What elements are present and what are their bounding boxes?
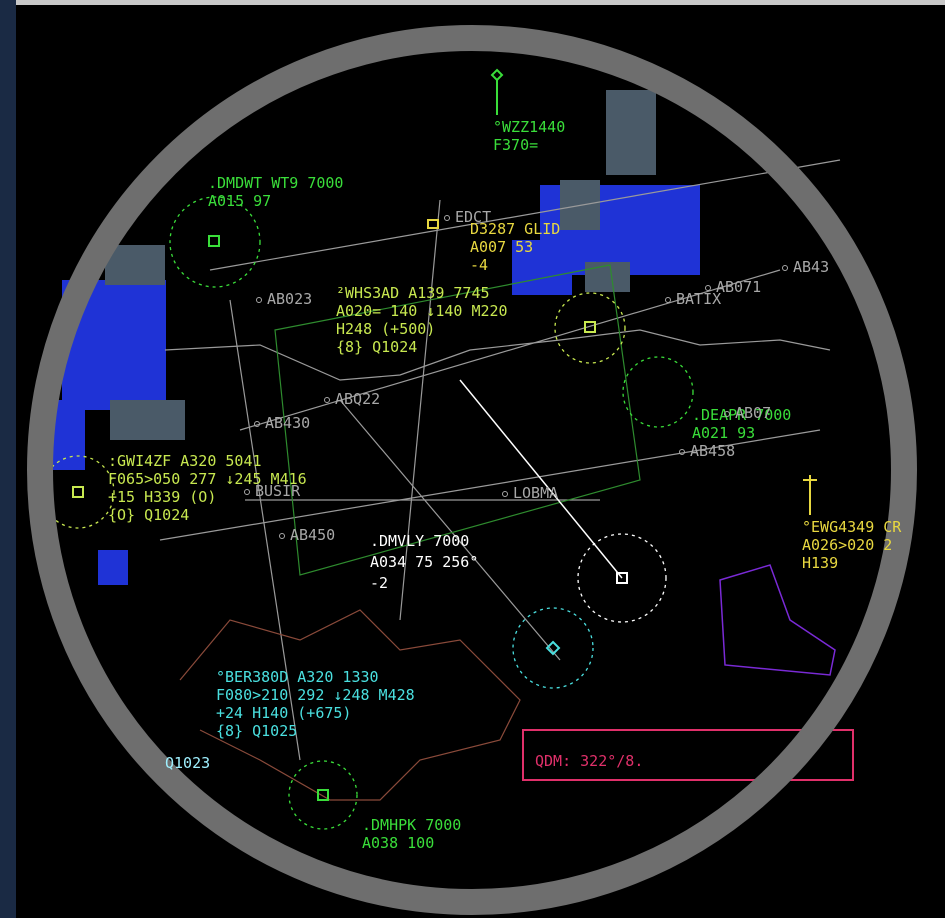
aircraft-label: A007 53 <box>470 238 533 256</box>
waypoint-label: ABQ22 <box>335 390 380 408</box>
waypoint-label: EDCT <box>455 208 491 226</box>
aircraft-label: °EWG4349 CR <box>802 518 902 536</box>
aircraft-label: {8} Q1024 <box>336 338 417 356</box>
aircraft-label: .DMDWT WT9 7000 <box>208 174 343 192</box>
aircraft-label: A015 97 <box>208 192 271 210</box>
aircraft-label: °WZZ1440 <box>493 118 565 136</box>
weather-cell <box>585 262 630 292</box>
left-edge <box>0 0 16 918</box>
aircraft-label: H248 (+500) <box>336 320 435 338</box>
top-border <box>0 0 945 5</box>
aircraft-label: A034 75 256° <box>370 553 478 571</box>
waypoint-label: AB458 <box>690 442 735 460</box>
aircraft-label: -2 <box>370 574 388 592</box>
weather-cell <box>110 400 185 440</box>
aircraft-label: A020= 140 ↓140 M220 <box>336 302 508 320</box>
aircraft-label: {O} Q1024 <box>108 506 189 524</box>
weather-cell <box>606 90 656 175</box>
qdm-readout: QDM: 322°/8. <box>535 752 643 770</box>
waypoint-label: AB450 <box>290 526 335 544</box>
waypoint-label: AB071 <box>716 278 761 296</box>
aircraft-label: F370= <box>493 136 538 154</box>
aircraft-label: °BER380D A320 1330 <box>216 668 379 686</box>
aircraft-label: .DMVLY 7000 <box>370 532 469 550</box>
aircraft-label: ²WHS3AD A139 7745 <box>336 284 490 302</box>
waypoint-label: LOBMA <box>513 484 558 502</box>
weather-cell <box>98 550 128 585</box>
aircraft-label: {8} Q1025 <box>216 722 297 740</box>
aircraft-label: A026>020 2 <box>802 536 892 554</box>
qnh-label: Q1023 <box>165 754 210 772</box>
waypoint-label: AB023 <box>267 290 312 308</box>
aircraft-label: +24 H140 (+675) <box>216 704 351 722</box>
waypoint-label: AB430 <box>265 414 310 432</box>
waypoint-label: AB07 <box>735 404 771 422</box>
aircraft-label: A038 100 <box>362 834 434 852</box>
waypoint-label: AB43 <box>793 258 829 276</box>
aircraft-label: :GWI4ZF A320 5041 <box>108 452 262 470</box>
aircraft-label: +15 H339 (O) <box>108 488 216 506</box>
waypoint-label: BATIX <box>676 290 721 308</box>
radar-screen: °WZZ1440F370=.DMDWT WT9 7000A015 97D3287… <box>0 0 945 918</box>
waypoint-label: BUSIR <box>255 482 301 500</box>
aircraft-label: -4 <box>470 256 488 274</box>
aircraft-label: F080>210 292 ↓248 M428 <box>216 686 415 704</box>
aircraft-label: A021 93 <box>692 424 755 442</box>
aircraft-label: H139 <box>802 554 838 572</box>
aircraft-label: .DMHPK 7000 <box>362 816 461 834</box>
